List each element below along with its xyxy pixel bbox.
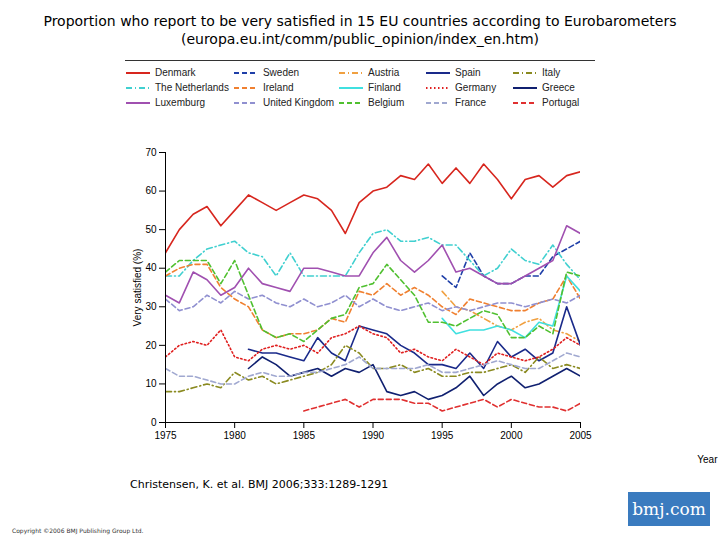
html-text:Austria: Austria <box>368 67 400 78</box>
svg-text:1995: 1995 <box>431 430 454 441</box>
svg-text:70: 70 <box>145 147 157 158</box>
html-text:The Netherlands: The Netherlands <box>155 82 229 93</box>
svg-text:Very satisfied (%): Very satisfied (%) <box>132 249 143 327</box>
svg-text:1980: 1980 <box>224 430 247 441</box>
svg-text:50: 50 <box>145 224 157 235</box>
html-text:bmj.com: bmj.com <box>632 499 706 519</box>
html-text:Denmark: Denmark <box>155 67 196 78</box>
html-text:Portugal: Portugal <box>542 97 580 108</box>
svg-text:10: 10 <box>145 378 157 389</box>
html-text:United Kingdom: United Kingdom <box>262 97 335 108</box>
html-text:Proportion who report to be ve: Proportion who report to be very satisfi… <box>43 13 677 29</box>
html-text:Belgium: Belgium <box>368 97 405 108</box>
html-text:Christensen, K. et al. BMJ 200: Christensen, K. et al. BMJ 2006;333:1289… <box>130 478 389 491</box>
svg-text:Year: Year <box>697 454 718 465</box>
html-text:Germany: Germany <box>455 82 497 93</box>
svg-text:1990: 1990 <box>362 430 385 441</box>
svg-text:40: 40 <box>145 262 157 273</box>
svg-text:60: 60 <box>145 185 157 196</box>
html-text:Sweden: Sweden <box>262 67 300 78</box>
html-text:Greece: Greece <box>542 82 575 93</box>
svg-text:2000: 2000 <box>500 430 523 441</box>
svg-text:1985: 1985 <box>293 430 316 441</box>
svg-text:1975: 1975 <box>154 430 177 441</box>
html-text:Ireland: Ireland <box>262 82 294 93</box>
html-text:France: France <box>455 97 487 108</box>
svg-text:2005: 2005 <box>569 430 592 441</box>
html-text:Spain: Spain <box>455 67 481 78</box>
html-text:Italy: Italy <box>542 67 561 78</box>
html-text:Copyright ©2006 BMJ Publishing: Copyright ©2006 BMJ Publishing Group Ltd… <box>12 527 144 534</box>
html-text:Finland: Finland <box>368 82 401 93</box>
html-text:Luxemburg: Luxemburg <box>155 97 205 108</box>
svg-text:30: 30 <box>145 301 157 312</box>
svg-text:0: 0 <box>151 417 157 428</box>
html-text:(europa.eu.int/comm/public_opi: (europa.eu.int/comm/public_opinion/index… <box>180 31 540 47</box>
svg-text:20: 20 <box>145 340 157 351</box>
